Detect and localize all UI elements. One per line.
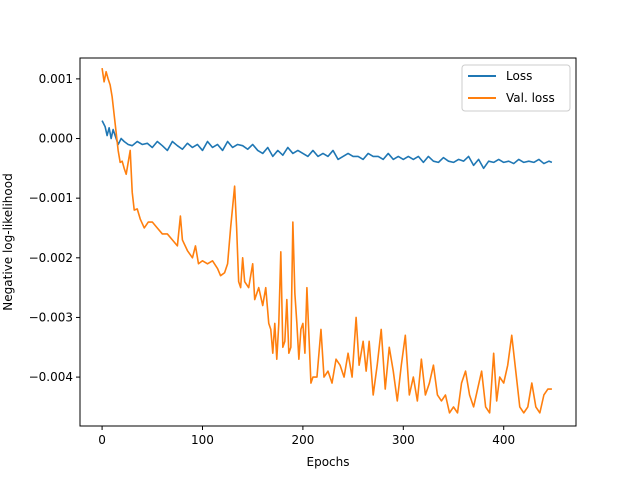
series-layer <box>101 68 553 414</box>
legend-label-loss: Loss <box>506 69 532 83</box>
y-tick-label: 0.001 <box>39 72 73 86</box>
y-tick-label: −0.002 <box>29 251 73 265</box>
x-tick-label: 100 <box>191 433 214 447</box>
y-tick-label: −0.004 <box>29 370 73 384</box>
series-line-loss <box>101 120 553 170</box>
legend: Loss Val. loss <box>461 64 571 112</box>
y-tick-label: −0.001 <box>29 191 73 205</box>
series-line-val-loss <box>101 68 552 414</box>
y-tick-label: −0.003 <box>29 310 73 324</box>
x-tick-label: 200 <box>291 433 314 447</box>
x-tick-label: 300 <box>392 433 415 447</box>
y-axis: 0.001 0.000 −0.001 −0.002 −0.003 −0.004 <box>29 72 80 384</box>
y-tick-label: 0.000 <box>39 132 73 146</box>
y-axis-label: Negative log-likelihood <box>1 173 15 310</box>
x-tick-label: 0 <box>98 433 106 447</box>
legend-label-val-loss: Val. loss <box>506 91 555 105</box>
x-axis-label: Epochs <box>307 455 350 469</box>
x-tick-label: 400 <box>492 433 515 447</box>
x-axis: 0 100 200 300 400 <box>98 426 515 447</box>
plot-frame <box>79 57 577 427</box>
